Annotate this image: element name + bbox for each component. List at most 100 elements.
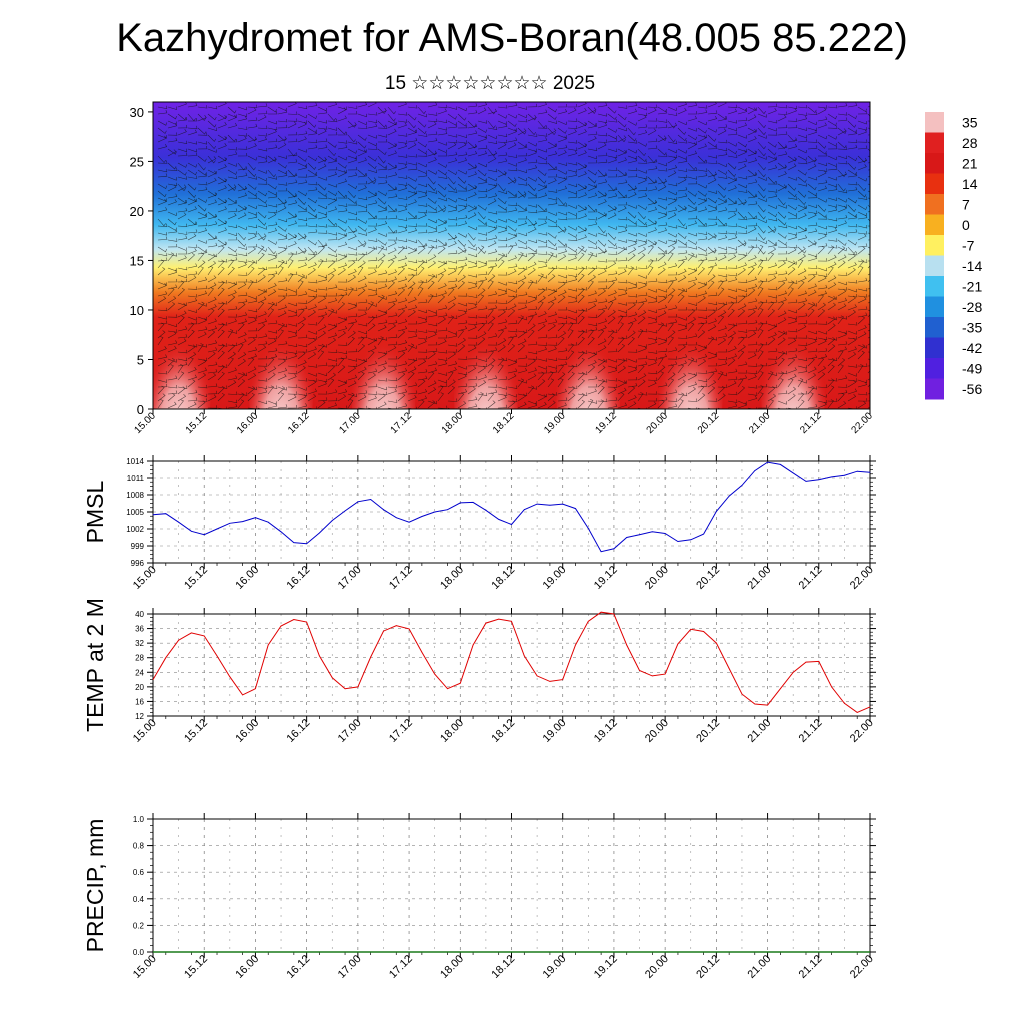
wind-barb <box>567 342 578 346</box>
pmsl-point <box>280 531 282 533</box>
temp-y-tick-label: 32 <box>135 639 144 648</box>
temp-x-tick-label: 15.12 <box>182 717 210 745</box>
wind-barb <box>817 105 828 109</box>
wind-barb <box>577 378 585 388</box>
wind-barb <box>597 285 608 290</box>
wind-barb <box>407 259 418 264</box>
wind-barb <box>217 364 228 368</box>
wind-barb <box>697 307 708 311</box>
wind-barb <box>558 307 568 311</box>
wind-barb <box>377 401 387 409</box>
wind-barb <box>277 266 284 276</box>
wind-barb <box>467 253 478 258</box>
wind-barb <box>607 336 615 346</box>
wind-barb <box>537 318 548 325</box>
wind-barb <box>667 156 677 164</box>
wind-barb <box>467 314 478 319</box>
wind-barb <box>717 116 728 122</box>
wind-barb <box>367 288 377 292</box>
wind-barb <box>757 211 766 220</box>
colorbar-swatch <box>925 214 944 236</box>
wind-barb <box>577 234 587 241</box>
wind-barb <box>527 159 538 164</box>
wind-barb <box>707 206 718 213</box>
wind-barb <box>437 383 448 388</box>
wind-barb <box>758 405 768 409</box>
wind-barb <box>327 102 338 108</box>
wind-barb <box>547 239 557 247</box>
wind-barb <box>827 399 835 409</box>
wind-barbs <box>157 102 870 409</box>
wind-barb <box>447 139 458 144</box>
wind-barb <box>427 294 434 304</box>
wind-barb <box>257 133 268 137</box>
wind-barb <box>537 109 548 115</box>
wind-barb <box>267 209 278 214</box>
wind-barb <box>637 346 647 353</box>
wind-barb <box>197 197 207 203</box>
wind-barb <box>527 239 538 244</box>
wind-barb <box>577 252 585 262</box>
wind-barb <box>257 266 268 271</box>
colorbar-label: -21 <box>962 278 982 294</box>
wind-barb <box>447 207 458 213</box>
wind-barb <box>277 310 287 318</box>
pmsl-x-tick-label: 17.00 <box>336 564 364 592</box>
wind-barb <box>547 400 556 409</box>
wind-barb <box>857 344 868 349</box>
wind-barb <box>587 217 598 221</box>
wind-barb <box>377 215 388 220</box>
wind-barb <box>797 365 807 369</box>
wind-barb <box>367 155 377 162</box>
wind-barb <box>247 169 257 177</box>
wind-barb <box>457 232 467 238</box>
wind-barb <box>817 216 828 220</box>
wind-barb <box>247 259 256 269</box>
wind-barb <box>477 176 487 182</box>
wind-barb <box>697 295 706 304</box>
wind-barb <box>287 373 297 381</box>
colorbar-label: -35 <box>962 319 982 335</box>
wind-barb <box>617 246 626 255</box>
wind-barb <box>217 371 225 381</box>
wind-barb <box>697 383 708 388</box>
wind-barb <box>707 362 718 367</box>
wind-barb <box>287 220 298 227</box>
wind-barb <box>197 343 204 353</box>
wind-barb <box>357 225 367 232</box>
wind-barb <box>807 228 818 234</box>
wind-barb <box>847 372 858 377</box>
wind-barb <box>337 365 346 374</box>
wind-barb <box>837 220 847 227</box>
wind-barb <box>207 134 217 142</box>
wind-barb <box>807 302 818 307</box>
wind-barb <box>367 200 378 206</box>
temp-point <box>242 694 244 696</box>
wind-barb <box>327 155 337 162</box>
wind-barb <box>557 254 567 262</box>
temp-point <box>331 677 333 679</box>
wind-barb <box>437 372 448 376</box>
wind-barb <box>207 235 218 241</box>
wind-barb <box>717 337 727 346</box>
wind-barb <box>477 102 488 108</box>
wind-barb <box>337 131 348 136</box>
wind-barb <box>587 399 594 409</box>
wind-barb <box>177 302 188 306</box>
wind-barb <box>547 266 555 276</box>
wind-barb <box>787 280 795 290</box>
chart-title: Kazhydromet for AMS-Boran(48.005 85.222) <box>116 16 908 60</box>
wind-barb <box>337 241 348 248</box>
wind-barb <box>497 404 508 409</box>
wind-barb <box>577 102 587 108</box>
wind-barb <box>367 112 378 116</box>
wind-barb <box>727 345 737 353</box>
wind-barb <box>647 220 657 227</box>
temp-x-tick-label: 21.12 <box>797 717 825 745</box>
wind-barb <box>397 182 408 186</box>
wind-barb <box>657 213 667 220</box>
wind-barb <box>287 312 298 318</box>
wind-barb <box>237 172 248 178</box>
wind-barb <box>637 361 648 367</box>
wind-barb <box>347 252 358 256</box>
